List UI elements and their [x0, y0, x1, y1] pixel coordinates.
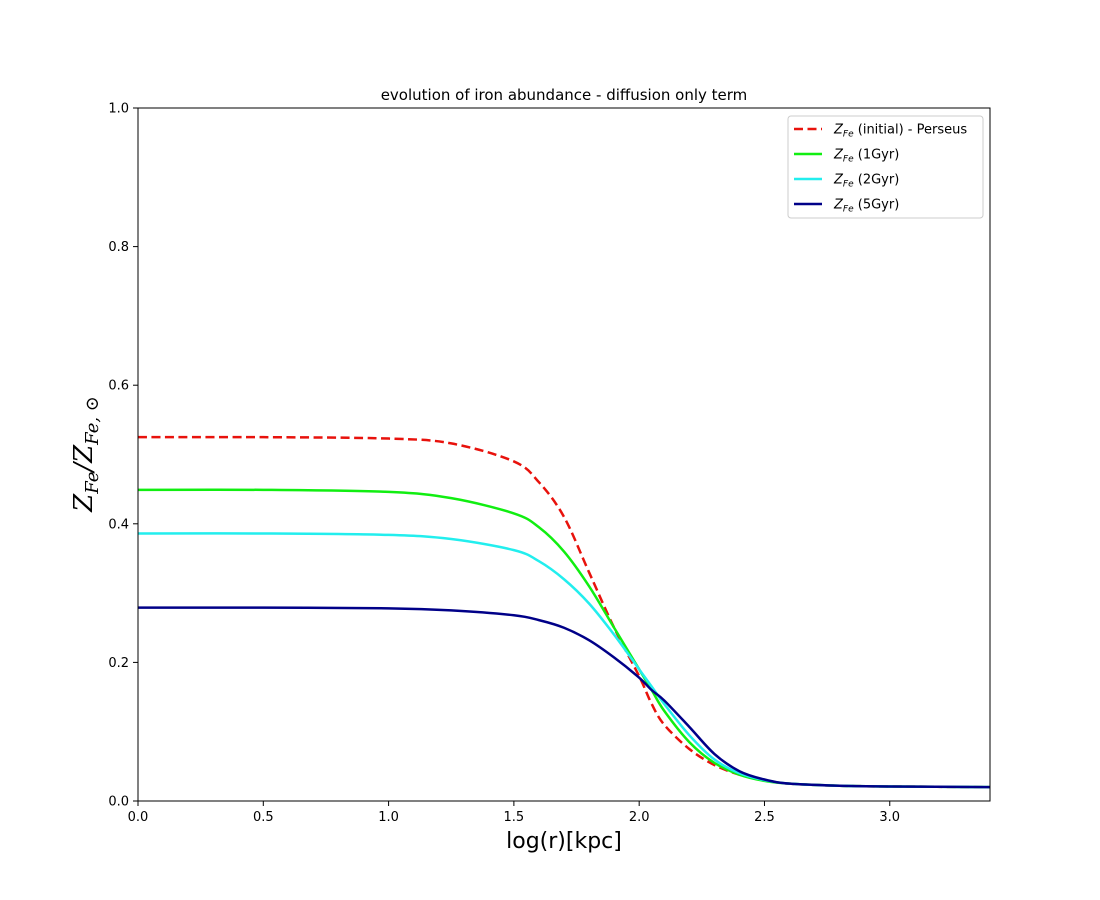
y-axis-label: ZFe/ZFe, ⊙ — [69, 396, 103, 513]
x-axis: 0.0 0.5 1.0 1.5 2.0 2.5 3.0 — [128, 801, 900, 825]
series-line-3 — [137, 606, 991, 789]
y-tick-label: 0.4 — [108, 517, 129, 532]
legend: ZFe (initial) - Perseus ZFe (1Gyr) ZFe (2G… — [787, 115, 984, 219]
x-tick-label: 0.0 — [128, 810, 149, 825]
x-tick-label: 2.5 — [754, 810, 775, 825]
series-line-2 — [137, 532, 991, 789]
x-tick-label: 1.0 — [378, 810, 399, 825]
legend-label-0: ZFe (initial) - Perseus — [833, 123, 967, 140]
y-axis: 0.0 0.2 0.4 0.6 0.8 1.0 — [108, 102, 138, 810]
y-tick-label: 0.0 — [108, 795, 129, 810]
x-tick-label: 2.0 — [629, 810, 650, 825]
y-tick-label: 0.8 — [108, 240, 129, 255]
x-tick-label: 0.5 — [253, 810, 274, 825]
y-tick-label: 0.6 — [108, 379, 129, 394]
y-tick-label: 1.0 — [108, 102, 129, 117]
chart-title: evolution of iron abundance - diffusion … — [381, 86, 748, 104]
x-tick-label: 3.0 — [879, 810, 900, 825]
plot-frame — [137, 107, 991, 802]
legend-box — [787, 115, 984, 219]
legend-label-2: ZFe (2Gyr) — [833, 173, 899, 190]
series-layer — [137, 435, 991, 789]
legend-label-1: ZFe (1Gyr) — [833, 148, 899, 165]
x-axis-label: log(r)[kpc] — [506, 829, 622, 854]
legend-label-3: ZFe (5Gyr) — [833, 198, 899, 215]
y-tick-label: 0.2 — [108, 656, 129, 671]
x-tick-label: 1.5 — [504, 810, 525, 825]
